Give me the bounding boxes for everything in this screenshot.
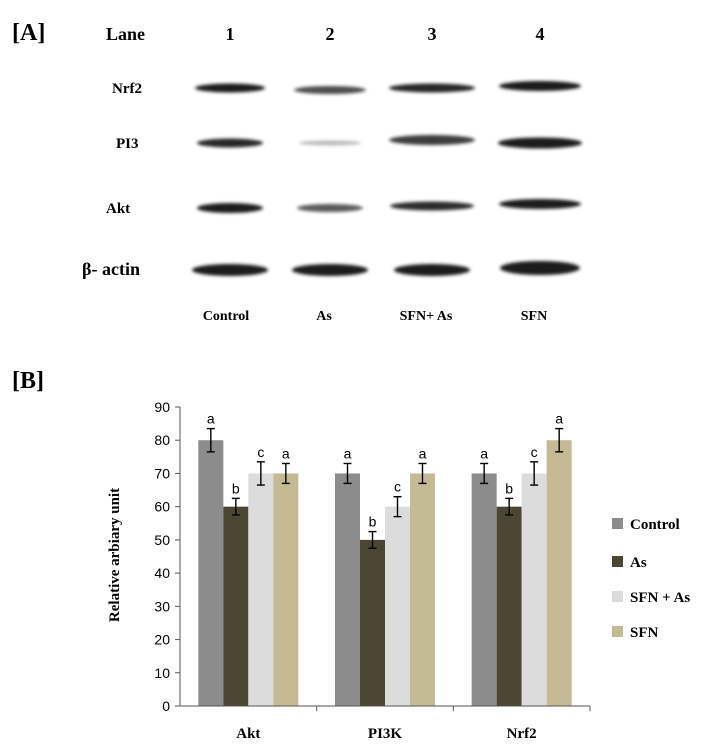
blot-band	[192, 264, 268, 276]
legend-swatch	[612, 626, 623, 637]
lane-header: Lane	[106, 24, 145, 44]
legend-label: Control	[630, 517, 680, 533]
y-tick-label: 40	[154, 565, 170, 581]
legend-swatch	[612, 556, 623, 567]
blot-band	[394, 264, 470, 276]
legend-label: As	[630, 555, 647, 571]
y-tick-label: 70	[154, 465, 170, 481]
significance-letter: a	[207, 411, 215, 427]
bar	[385, 506, 410, 706]
y-axis-title: Relative arbiary unit	[107, 488, 123, 622]
protein-label: Nrf2	[112, 81, 142, 97]
y-tick-label: 0	[162, 698, 170, 714]
significance-letter: b	[505, 480, 513, 496]
lane-number: 4	[536, 24, 545, 44]
significance-letter: b	[232, 480, 240, 496]
protein-label: PI3	[116, 136, 139, 152]
significance-letter: c	[257, 444, 264, 460]
x-tick-label: PI3K	[368, 726, 403, 742]
blot-band	[197, 203, 263, 213]
significance-letter: a	[344, 445, 352, 461]
blot-band	[294, 86, 366, 94]
lane-number: 1	[226, 24, 235, 44]
blot-band	[292, 264, 368, 276]
y-tick-label: 50	[154, 532, 170, 548]
protein-label: Akt	[106, 201, 130, 217]
bar	[248, 473, 274, 706]
blot-band	[499, 199, 581, 209]
blot-band	[389, 135, 475, 145]
legend-label: SFN	[630, 625, 659, 641]
protein-labels: Nrf2 PI3 Akt β- actin	[82, 81, 142, 279]
lane-number: 3	[428, 24, 437, 44]
significance-letter: c	[531, 444, 538, 460]
blot-band	[499, 81, 581, 91]
significance-letter: a	[282, 445, 290, 461]
bar	[521, 473, 547, 706]
bar	[198, 440, 224, 706]
bar	[273, 473, 299, 706]
panel-a: [A] Lane 1 2 3 4 Nrf2 PI3 Akt β- actin Control…	[12, 20, 582, 324]
bars: a b c a a b c a a b c a	[198, 411, 572, 706]
significance-letter: c	[394, 479, 401, 495]
bar	[335, 473, 360, 706]
blot-bands	[192, 81, 582, 276]
legend-swatch	[612, 591, 623, 602]
blot-band	[195, 83, 265, 93]
bar	[496, 506, 522, 706]
x-axis: Akt PI3K Nrf2	[180, 705, 591, 742]
legend-label: SFN + As	[630, 590, 690, 606]
blot-band	[299, 140, 361, 146]
blot-band	[498, 137, 582, 149]
bar	[471, 473, 497, 706]
bar	[410, 473, 435, 706]
y-tick-label: 80	[154, 432, 170, 448]
blot-band	[390, 201, 474, 211]
x-tick-label: Akt	[236, 726, 260, 742]
significance-letter: a	[555, 411, 563, 427]
x-tick-label: Nrf2	[507, 726, 537, 742]
protein-label: β- actin	[82, 259, 140, 279]
y-tick-label: 10	[154, 665, 170, 681]
significance-letter: a	[419, 445, 427, 461]
blot-band	[389, 83, 475, 93]
blot-band	[500, 261, 580, 275]
legend: Control As SFN + As SFN	[612, 517, 690, 641]
condition-label: Control	[203, 309, 250, 324]
bar	[546, 440, 572, 706]
lane-numbers: 1 2 3 4	[226, 24, 545, 44]
condition-label: As	[316, 309, 332, 324]
y-tick-label: 60	[154, 499, 170, 515]
condition-labels: Control As SFN+ As SFN	[203, 309, 547, 324]
bar	[360, 539, 385, 706]
y-tick-label: 30	[154, 598, 170, 614]
significance-letter: b	[369, 514, 377, 530]
condition-label: SFN	[521, 309, 547, 324]
blot-band	[197, 138, 263, 148]
condition-label: SFN+ As	[400, 309, 453, 324]
significance-letter: a	[480, 445, 488, 461]
y-tick-label: 20	[154, 632, 170, 648]
panel-a-label: [A]	[12, 20, 45, 46]
y-axis: 0 10 20 30 40 50 60 70 80 90	[154, 399, 181, 714]
panel-b: [B] Relative arbiary unit 0 10 20 30 40 50 60 7…	[12, 368, 690, 742]
lane-number: 2	[326, 24, 335, 44]
panel-b-label: [B]	[12, 368, 44, 394]
y-tick-label: 90	[154, 399, 170, 415]
bar	[223, 506, 249, 706]
blot-band	[297, 204, 363, 212]
legend-swatch	[612, 518, 623, 529]
